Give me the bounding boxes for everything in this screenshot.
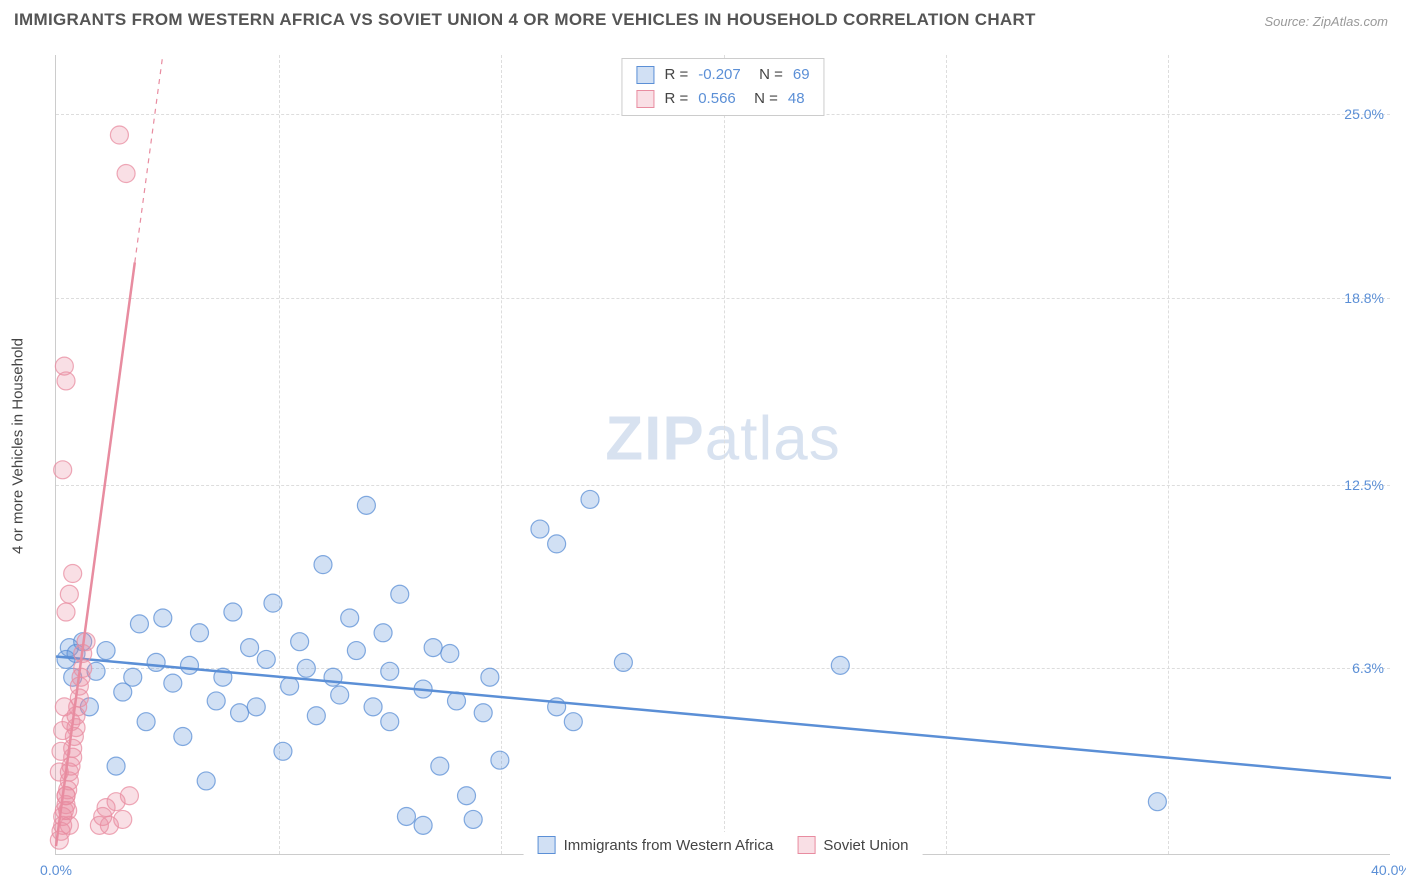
chart-title: IMMIGRANTS FROM WESTERN AFRICA VS SOVIET…	[14, 10, 1036, 30]
stat-n-label: N =	[751, 63, 783, 87]
data-point-wafrica	[441, 645, 459, 663]
data-point-wafrica	[464, 810, 482, 828]
swatch-soviet	[636, 90, 654, 108]
data-point-wafrica	[164, 674, 182, 692]
data-point-wafrica	[391, 585, 409, 603]
data-point-wafrica	[474, 704, 492, 722]
data-point-soviet	[77, 633, 95, 651]
x-tick-label: 0.0%	[40, 862, 72, 878]
data-point-wafrica	[297, 659, 315, 677]
legend-item-wafrica: Immigrants from Western Africa	[538, 836, 774, 854]
stat-r-label: R =	[664, 87, 688, 111]
legend-label-soviet: Soviet Union	[823, 837, 908, 854]
bottom-legend: Immigrants from Western Africa Soviet Un…	[524, 832, 923, 858]
data-point-wafrica	[374, 624, 392, 642]
data-point-wafrica	[424, 639, 442, 657]
data-point-wafrica	[274, 742, 292, 760]
data-point-wafrica	[397, 807, 415, 825]
data-point-wafrica	[831, 656, 849, 674]
stat-r-wafrica: -0.207	[698, 63, 741, 87]
data-point-wafrica	[107, 757, 125, 775]
data-point-soviet	[110, 126, 128, 144]
data-point-wafrica	[224, 603, 242, 621]
data-point-soviet	[57, 603, 75, 621]
stats-legend-box: R = -0.207 N = 69 R = 0.566 N = 48	[621, 58, 824, 116]
data-point-soviet	[117, 165, 135, 183]
data-point-soviet	[55, 357, 73, 375]
swatch-wafrica	[636, 66, 654, 84]
data-point-wafrica	[531, 520, 549, 538]
data-point-wafrica	[291, 633, 309, 651]
data-point-wafrica	[431, 757, 449, 775]
data-point-soviet	[60, 816, 78, 834]
plot-area: ZIPatlas R = -0.207 N = 69 R = 0.566 N =…	[55, 55, 1390, 855]
data-point-wafrica	[197, 772, 215, 790]
stats-row-wafrica: R = -0.207 N = 69	[636, 63, 809, 87]
data-point-soviet	[64, 565, 82, 583]
data-point-wafrica	[97, 642, 115, 660]
data-point-wafrica	[130, 615, 148, 633]
data-point-wafrica	[307, 707, 325, 725]
data-point-wafrica	[324, 668, 342, 686]
data-point-wafrica	[414, 816, 432, 834]
stat-r-label: R =	[664, 63, 688, 87]
legend-swatch-wafrica	[538, 836, 556, 854]
legend-label-wafrica: Immigrants from Western Africa	[564, 837, 774, 854]
data-point-wafrica	[247, 698, 265, 716]
data-point-wafrica	[181, 656, 199, 674]
data-point-wafrica	[314, 556, 332, 574]
data-point-soviet	[114, 810, 132, 828]
scatter-svg	[56, 55, 1390, 854]
x-tick-label: 40.0%	[1371, 862, 1406, 878]
data-point-wafrica	[147, 653, 165, 671]
legend-item-soviet: Soviet Union	[797, 836, 908, 854]
data-point-wafrica	[341, 609, 359, 627]
data-point-wafrica	[581, 490, 599, 508]
y-axis-label: 4 or more Vehicles in Household	[10, 338, 27, 554]
stat-n-wafrica: 69	[793, 63, 810, 87]
data-point-wafrica	[231, 704, 249, 722]
data-point-wafrica	[564, 713, 582, 731]
data-point-wafrica	[241, 639, 259, 657]
data-point-wafrica	[207, 692, 225, 710]
data-point-wafrica	[458, 787, 476, 805]
data-point-soviet	[60, 585, 78, 603]
stat-n-soviet: 48	[788, 87, 805, 111]
trendline-soviet	[56, 262, 135, 846]
data-point-wafrica	[381, 662, 399, 680]
data-point-wafrica	[548, 535, 566, 553]
data-point-wafrica	[331, 686, 349, 704]
data-point-wafrica	[1148, 793, 1166, 811]
data-point-wafrica	[364, 698, 382, 716]
data-point-wafrica	[257, 650, 275, 668]
data-point-wafrica	[347, 642, 365, 660]
data-point-wafrica	[357, 496, 375, 514]
stats-row-soviet: R = 0.566 N = 48	[636, 87, 809, 111]
data-point-wafrica	[174, 727, 192, 745]
data-point-wafrica	[154, 609, 172, 627]
data-point-wafrica	[137, 713, 155, 731]
data-point-wafrica	[481, 668, 499, 686]
stat-r-soviet: 0.566	[698, 87, 736, 111]
trendline-wafrica	[56, 656, 1391, 777]
data-point-wafrica	[191, 624, 209, 642]
y-tick-label: 25.0%	[1344, 106, 1384, 122]
data-point-wafrica	[381, 713, 399, 731]
source-credit: Source: ZipAtlas.com	[1264, 14, 1388, 29]
stat-n-label: N =	[746, 87, 778, 111]
data-point-wafrica	[491, 751, 509, 769]
data-point-soviet	[54, 461, 72, 479]
data-point-wafrica	[614, 653, 632, 671]
data-point-wafrica	[124, 668, 142, 686]
y-tick-label: 6.3%	[1352, 660, 1384, 676]
data-point-wafrica	[281, 677, 299, 695]
data-point-soviet	[120, 787, 138, 805]
y-tick-label: 12.5%	[1344, 477, 1384, 493]
data-point-wafrica	[264, 594, 282, 612]
legend-swatch-soviet	[797, 836, 815, 854]
trendline-dashed-soviet	[135, 55, 163, 262]
y-tick-label: 18.8%	[1344, 290, 1384, 306]
